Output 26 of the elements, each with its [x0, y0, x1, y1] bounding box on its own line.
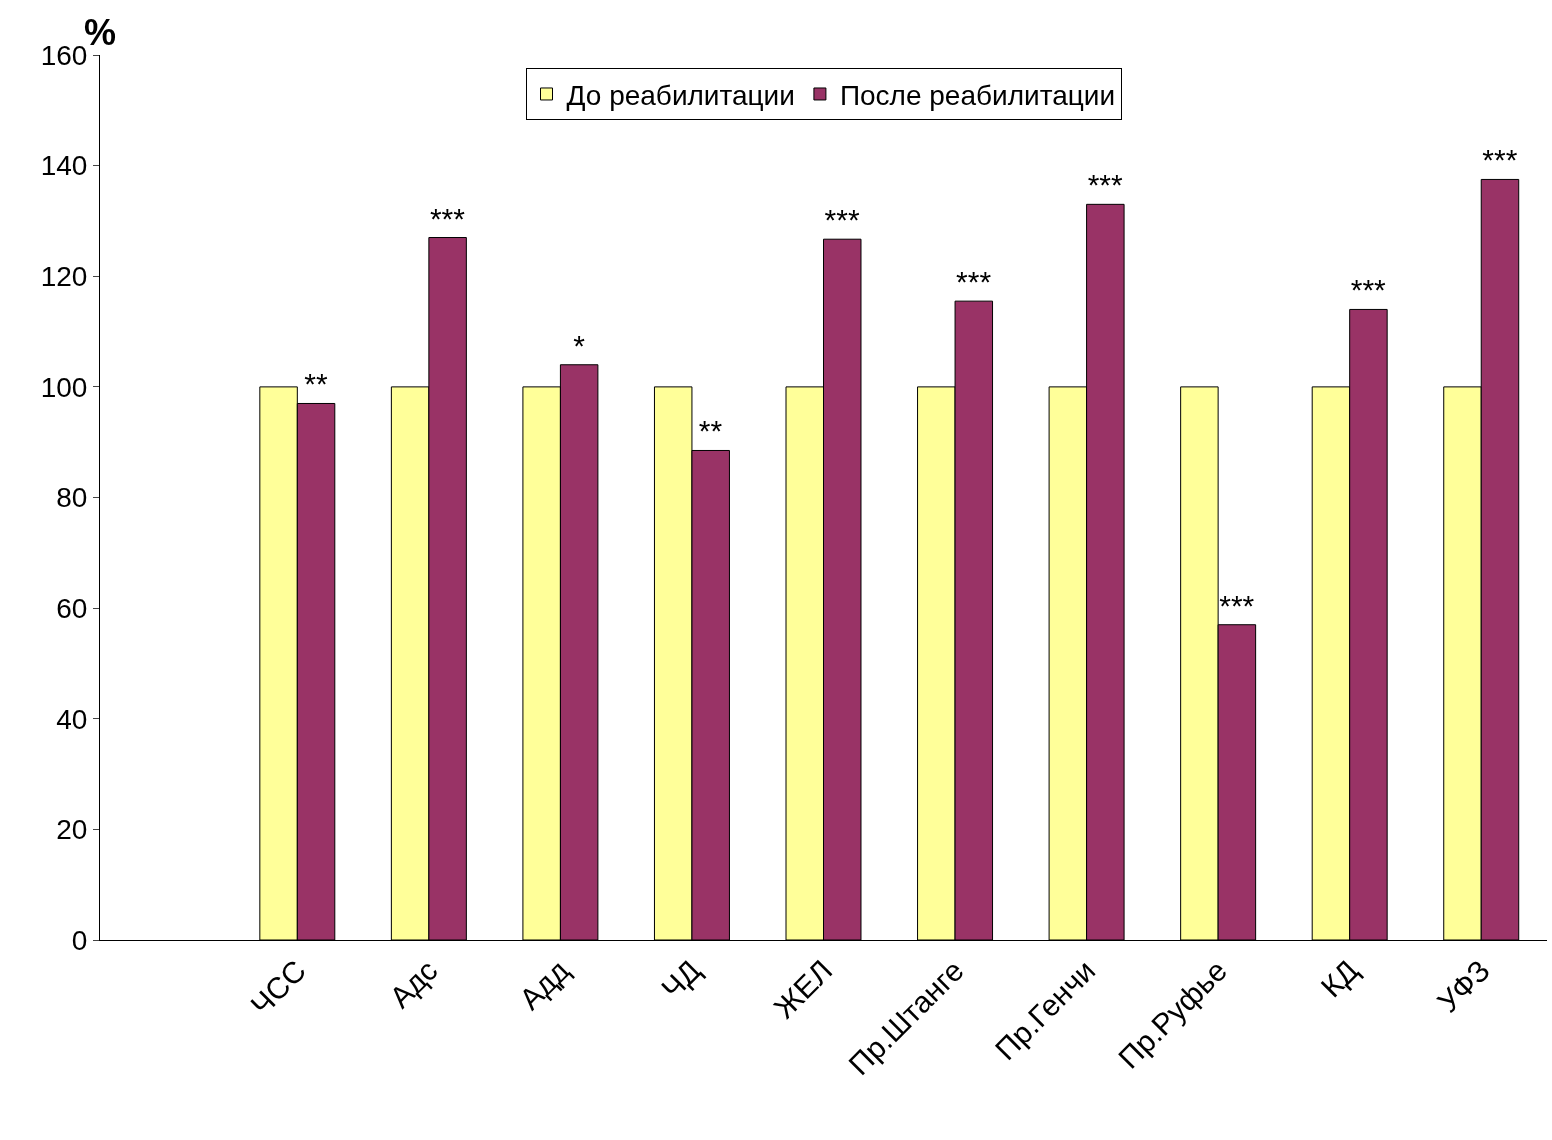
data-label: *** — [1087, 168, 1124, 202]
data-label: ** — [304, 367, 328, 401]
data-label: *** — [1219, 588, 1255, 622]
data-label: *** — [429, 201, 466, 235]
y-tick-label: 60 — [56, 592, 88, 624]
x-tick-label: Адс — [383, 953, 444, 1014]
data-label: *** — [1482, 143, 1518, 177]
y-tick-label: 100 — [40, 371, 88, 403]
data-label: *** — [956, 265, 992, 299]
y-tick-label: 120 — [40, 261, 88, 293]
y-tick-label: 0 — [71, 924, 88, 956]
y-tick-label: 160 — [40, 39, 88, 71]
x-tick-label: ЧСС — [244, 953, 313, 1022]
data-label: * — [573, 328, 586, 362]
x-tick-label: КД — [1314, 953, 1365, 1004]
data-label: *** — [824, 203, 860, 237]
data-label: *** — [1350, 273, 1387, 307]
y-tick-label: 40 — [56, 703, 88, 735]
y-tick-label: 140 — [40, 150, 88, 182]
data-label: ** — [698, 414, 723, 448]
legend-label: До реабилитации — [566, 79, 795, 111]
y-tick-label: 80 — [56, 482, 88, 514]
x-tick-label: Адд — [513, 953, 576, 1016]
x-tick-label: ЧД — [654, 953, 707, 1006]
y-tick-label: 20 — [56, 814, 88, 846]
legend-label: После реабилитации — [839, 79, 1116, 111]
